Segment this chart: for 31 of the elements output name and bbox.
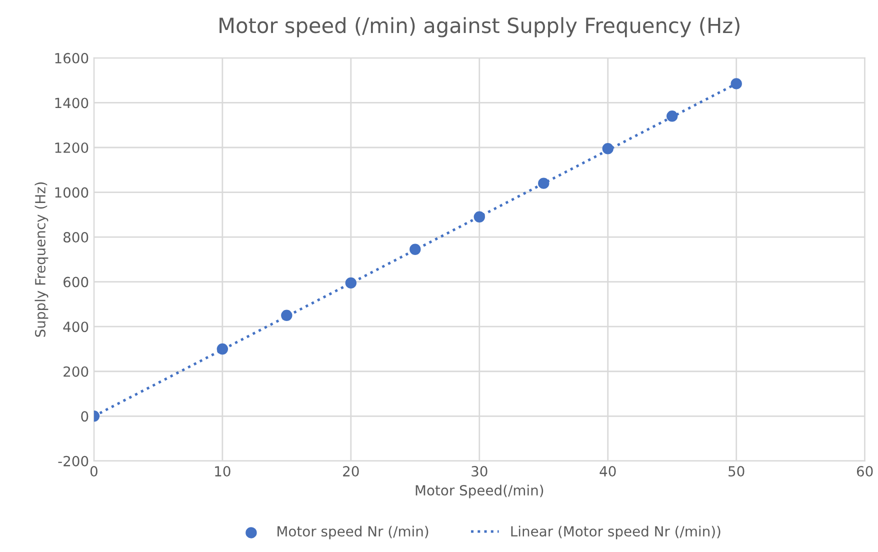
- point: [538, 178, 550, 189]
- y-tick-label: 200: [64, 366, 88, 377]
- y-tick-label: 1400: [55, 98, 88, 108]
- x-tick-label: 60: [856, 466, 873, 477]
- point: [602, 143, 614, 154]
- x-tick-label: 10: [215, 466, 230, 477]
- y-tick-label: 400: [63, 322, 88, 332]
- x-tick-label: 0: [90, 466, 98, 477]
- y-tick-label: -200: [58, 456, 88, 466]
- point: [730, 78, 742, 90]
- x-tick-label: 50: [728, 466, 744, 477]
- x-tick-label: 30: [472, 466, 488, 477]
- y-tick-label: 0: [81, 411, 88, 422]
- legend-label: Linear (Motor speed Nr (/min)): [511, 526, 720, 540]
- chart-title: Motor speed (/min) against Supply Frequency (Hz): [220, 17, 740, 38]
- point: [281, 310, 292, 322]
- legend-label: Motor speed Nr (/min): [278, 526, 428, 540]
- point: [474, 211, 485, 223]
- point: [666, 110, 678, 122]
- point: [345, 277, 357, 289]
- y-tick-label: 1200: [55, 142, 88, 153]
- y-tick-label: 800: [64, 232, 88, 243]
- y-tick-label: 600: [64, 276, 88, 288]
- x-axis-title: Motor Speed(/min): [416, 484, 544, 498]
- y-tick-label: 1000: [55, 187, 88, 198]
- y-tick-label: 1600: [55, 52, 88, 64]
- x-tick-label: 40: [600, 466, 616, 477]
- x-tick-label: 20: [343, 466, 359, 477]
- y-axis-title: Supply Frequency (Hz): [34, 182, 48, 337]
- point: [216, 343, 228, 355]
- point: [410, 244, 421, 255]
